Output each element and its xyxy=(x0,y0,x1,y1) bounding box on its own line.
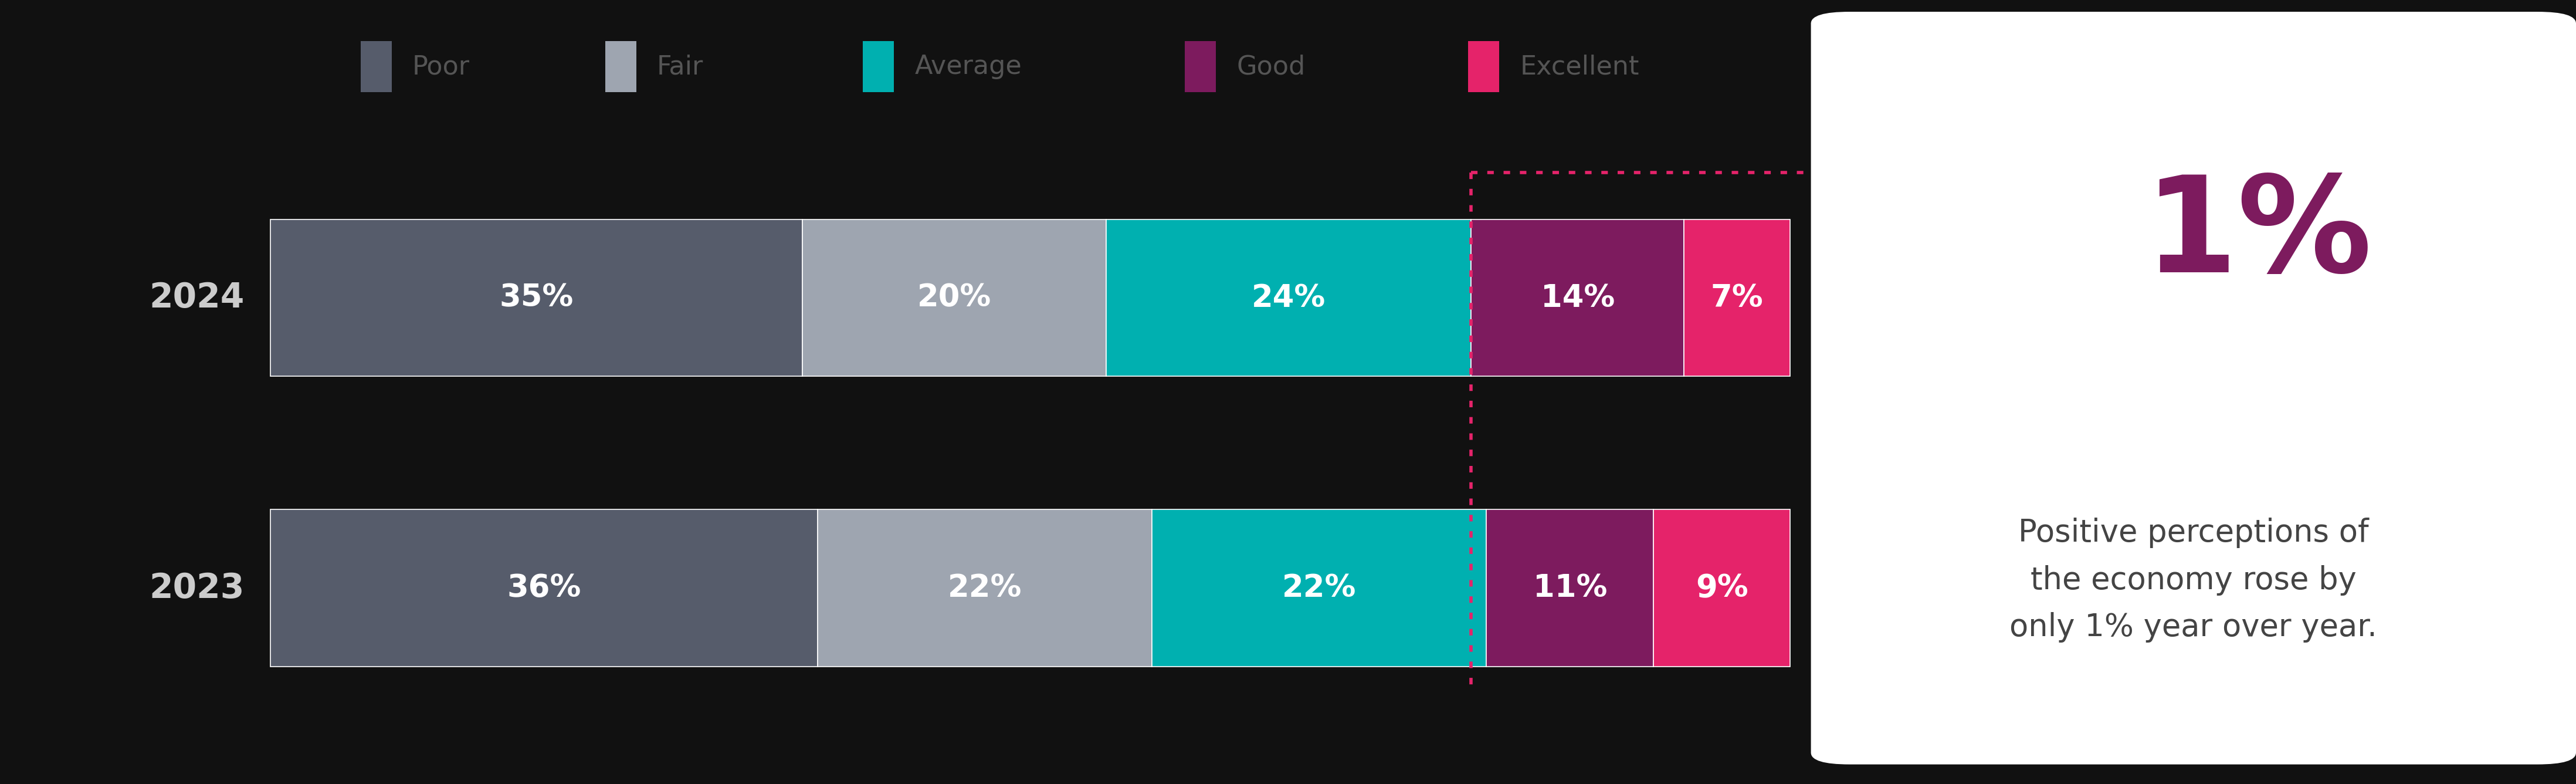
Text: 36%: 36% xyxy=(507,573,582,603)
Text: 14%: 14% xyxy=(1540,283,1615,313)
Bar xyxy=(1486,510,1654,666)
Text: Average: Average xyxy=(914,54,1023,79)
Text: 35%: 35% xyxy=(500,283,574,313)
Text: Poor: Poor xyxy=(412,54,469,79)
Text: Positive perceptions of
the economy rose by
only 1% year over year.: Positive perceptions of the economy rose… xyxy=(2009,517,2378,643)
Text: 2023: 2023 xyxy=(149,572,245,604)
Bar xyxy=(270,510,817,666)
Bar xyxy=(1471,220,1685,376)
Text: Excellent: Excellent xyxy=(1520,54,1638,79)
Bar xyxy=(1654,510,1790,666)
Bar xyxy=(1468,41,1499,92)
FancyBboxPatch shape xyxy=(1811,12,2576,764)
Text: 2024: 2024 xyxy=(149,281,245,314)
Bar xyxy=(1151,510,1486,666)
Text: 9%: 9% xyxy=(1695,573,1749,603)
Bar xyxy=(1685,220,1790,376)
Text: 1%: 1% xyxy=(2143,170,2372,300)
Bar xyxy=(605,41,636,92)
Text: Fair: Fair xyxy=(657,54,703,79)
Bar xyxy=(1108,220,1471,376)
Text: 7%: 7% xyxy=(1710,283,1765,313)
Bar xyxy=(1185,41,1216,92)
Bar xyxy=(270,220,804,376)
Bar xyxy=(863,41,894,92)
Bar xyxy=(817,510,1151,666)
Text: 20%: 20% xyxy=(917,283,992,313)
Text: 22%: 22% xyxy=(1283,573,1355,603)
Bar xyxy=(804,220,1108,376)
Text: 24%: 24% xyxy=(1252,283,1327,313)
Text: 22%: 22% xyxy=(948,573,1023,603)
Text: 11%: 11% xyxy=(1533,573,1607,603)
Text: Good: Good xyxy=(1236,54,1306,79)
Bar xyxy=(361,41,392,92)
